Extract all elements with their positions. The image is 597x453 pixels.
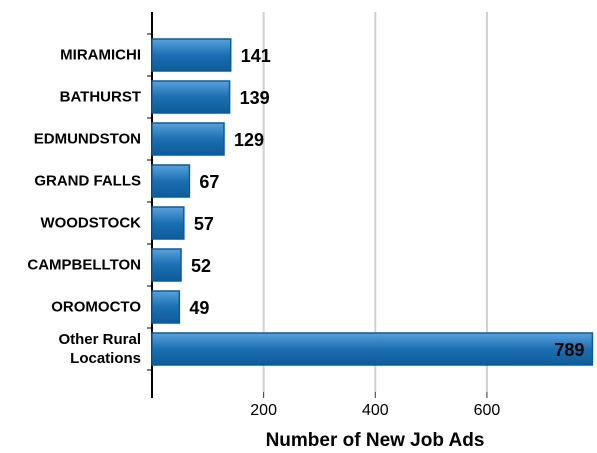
- bar: [151, 206, 185, 240]
- x-tick-label: 600: [474, 402, 501, 419]
- data-label: 129: [234, 130, 264, 150]
- data-label: 67: [199, 172, 219, 192]
- data-label: 52: [191, 256, 211, 276]
- y-tick-label: CAMPBELLTON: [27, 256, 141, 274]
- data-label: 141: [241, 46, 271, 66]
- y-tick-label: WOODSTOCK: [40, 214, 141, 232]
- data-label: 139: [240, 88, 270, 108]
- bar: [151, 332, 594, 366]
- y-tick-label: MIRAMICHI: [60, 46, 141, 64]
- bar: [151, 122, 225, 156]
- bar: [151, 38, 232, 72]
- bar: [151, 80, 231, 114]
- y-tick-label: GRAND FALLS: [34, 172, 141, 190]
- data-label: 789: [554, 340, 584, 360]
- bar: [151, 248, 182, 282]
- x-tick-label: 200: [250, 402, 277, 419]
- x-tick-label: 400: [362, 402, 389, 419]
- data-label: 49: [189, 298, 209, 318]
- bar: [151, 164, 191, 198]
- data-label: 57: [194, 214, 214, 234]
- x-axis-title: Number of New Job Ads: [266, 430, 485, 451]
- y-tick-label: EDMUNDSTON: [33, 130, 141, 148]
- bar: [151, 290, 181, 324]
- y-tick-label: OROMOCTO: [51, 298, 141, 316]
- y-tick-label: Other Rural Locations: [58, 331, 141, 367]
- y-tick-label: BATHURST: [59, 88, 141, 106]
